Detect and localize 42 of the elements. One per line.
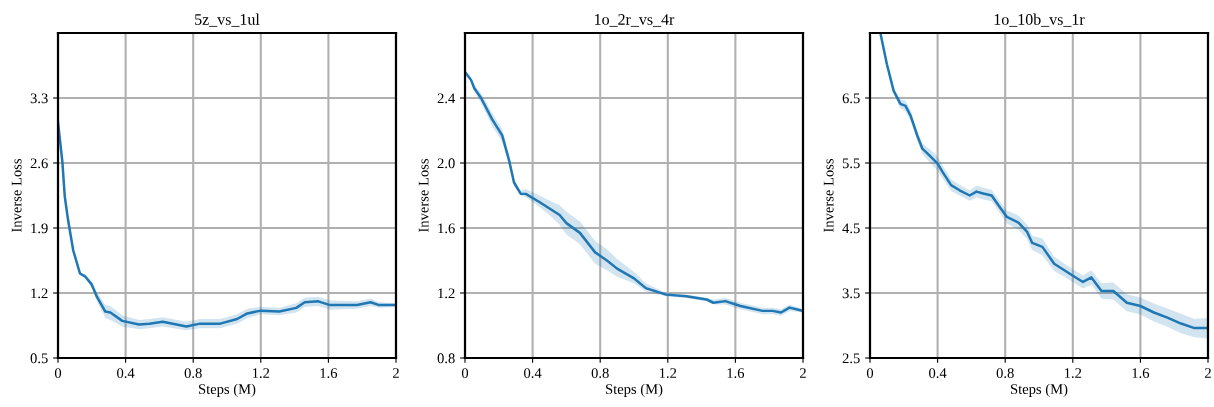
y-tick-label: 3.3	[30, 93, 48, 104]
y-axis-title: Inverse Loss	[11, 158, 22, 233]
y-tick-label: 0.8	[437, 353, 455, 364]
x-tick-label: 1.6	[1132, 368, 1150, 379]
x-tick-label: 0.8	[996, 368, 1014, 379]
x-tick-label: 0.8	[184, 368, 202, 379]
x-axis-title: Steps (M)	[606, 383, 663, 397]
y-tick-label: 2.4	[437, 93, 456, 104]
x-tick-label: 1.2	[1064, 368, 1082, 379]
x-axis-title: Steps (M)	[199, 383, 256, 397]
x-tick-label: 0.4	[117, 368, 135, 379]
x-tick-label: 2	[799, 368, 806, 378]
y-tick-label: 1.6	[438, 223, 455, 234]
chart-title: 5z_vs_1ul	[195, 13, 260, 27]
chart-title: 1o_10b_vs_1r	[994, 13, 1085, 27]
x-tick-label: 0	[54, 368, 62, 378]
x-tick-label: 1.2	[659, 368, 677, 379]
y-tick-label: 1.9	[31, 223, 48, 234]
x-tick-label: 0	[866, 368, 874, 378]
x-tick-label: 0	[461, 368, 469, 378]
x-tick-label: 2	[392, 368, 399, 378]
y-tick-label: 5.5	[842, 158, 860, 169]
y-tick-label: 6.5	[842, 93, 860, 104]
y-tick-label: 2.6	[30, 158, 48, 169]
x-tick-label: 1.2	[252, 368, 270, 379]
y-tick-label: 3.5	[842, 288, 860, 299]
x-tick-label: 1.6	[320, 368, 338, 379]
y-tick-label: 1.2	[31, 288, 48, 299]
chart-title: 1o_2r_vs_4r	[595, 14, 675, 27]
y-tick-label: 1.2	[438, 288, 455, 299]
y-axis-title: Inverse Loss	[418, 158, 429, 233]
y-tick-label: 2.0	[437, 158, 455, 169]
x-tick-label: 2	[1204, 368, 1211, 378]
y-tick-label: 4.5	[842, 223, 860, 234]
x-tick-label: 0.8	[591, 368, 609, 379]
y-axis-title: Inverse Loss	[823, 158, 834, 233]
x-axis-title: Steps (M)	[1011, 383, 1068, 397]
y-tick-label: 0.5	[30, 353, 48, 364]
y-tick-label: 2.5	[842, 353, 860, 364]
x-tick-label: 0.4	[929, 368, 947, 379]
x-tick-label: 0.4	[524, 368, 542, 379]
x-tick-label: 1.6	[727, 368, 745, 379]
